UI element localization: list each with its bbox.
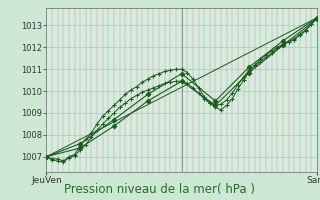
Text: Pression niveau de la mer( hPa ): Pression niveau de la mer( hPa ) [65,183,255,196]
